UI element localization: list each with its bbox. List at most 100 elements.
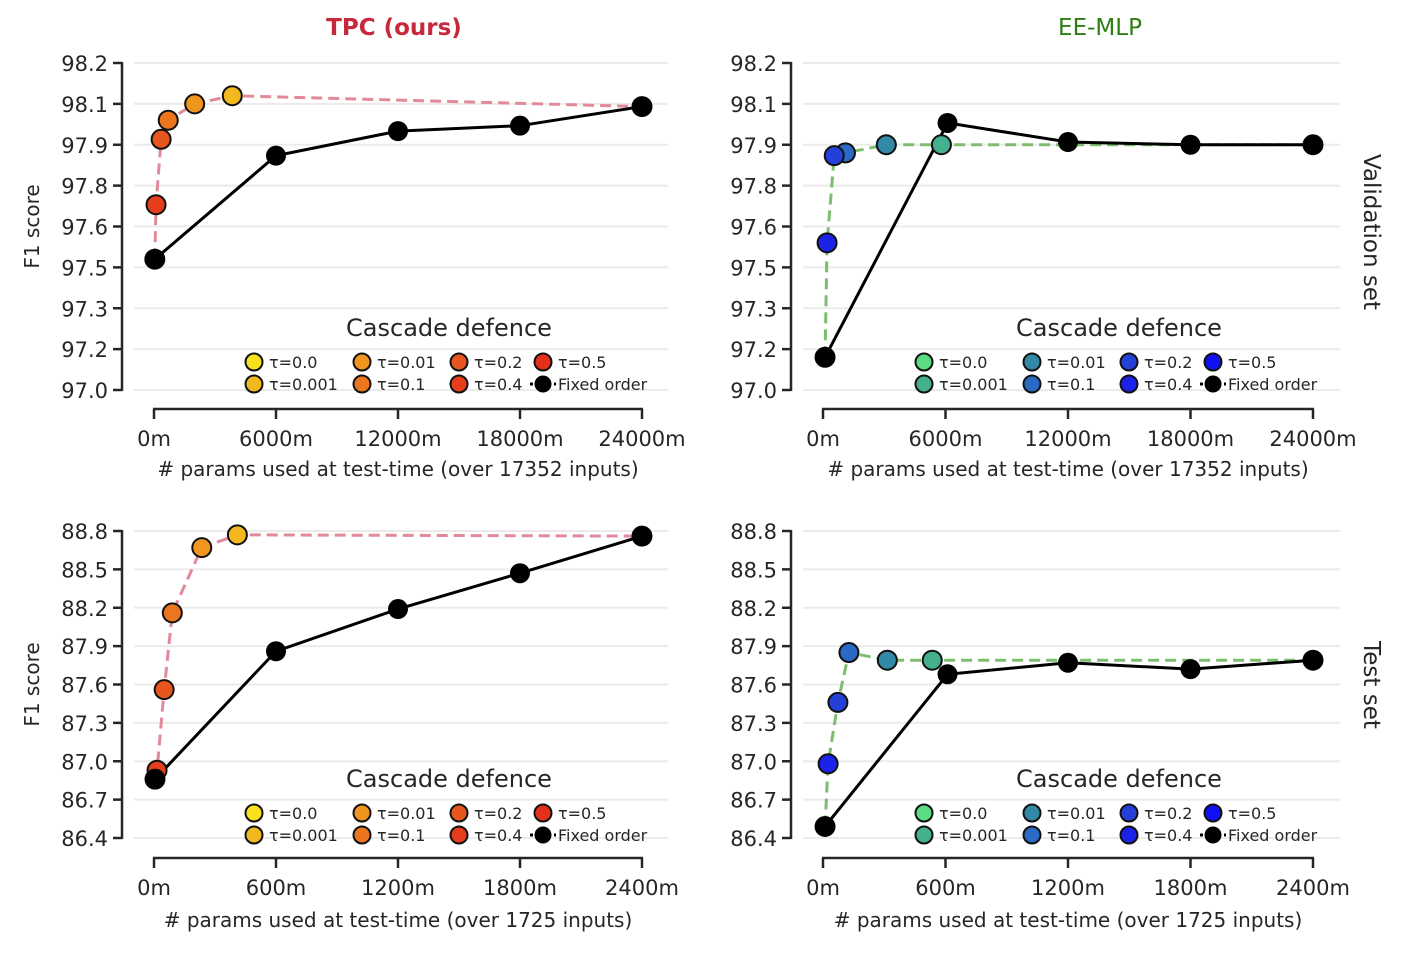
legend-marker-icon (1204, 375, 1222, 393)
legend-title: Cascade defence (1016, 314, 1222, 342)
legend-label: Fixed order (558, 826, 648, 845)
x-tick-label: 0m (806, 876, 840, 900)
cascade-point (875, 134, 897, 156)
legend-label: τ=0.001 (269, 826, 338, 845)
legend-item: Fixed order (1200, 375, 1318, 394)
legend-marker-icon (1119, 352, 1139, 372)
legend-item: τ=0.4 (1119, 374, 1192, 394)
legend-item: τ=0.2 (449, 803, 522, 823)
legend-marker-icon (914, 825, 934, 845)
legend-label: τ=0.2 (474, 353, 522, 372)
legend-label: τ=0.2 (474, 804, 522, 823)
legend-label: τ=0.001 (269, 375, 338, 394)
column-title-eemlp: EE-MLP (1058, 15, 1142, 41)
fixed-order-point (388, 599, 408, 620)
legend-label: τ=0.0 (269, 804, 317, 823)
fixed-order-point (510, 115, 530, 136)
legend-marker-icon (1119, 825, 1139, 845)
legend-label: τ=0.2 (1144, 353, 1192, 372)
y-tick-label: 97.0 (730, 379, 777, 403)
x-tick-label: 12000m (1024, 427, 1111, 451)
legend-label: τ=0.4 (1144, 375, 1192, 394)
legend-marker-icon (1022, 352, 1042, 372)
legend-item: τ=0.01 (1022, 803, 1106, 823)
y-tick-label: 97.3 (730, 297, 777, 321)
legend-label: τ=0.1 (377, 375, 425, 394)
legend-label: τ=0.0 (269, 353, 317, 372)
legend: Cascade defence τ=0.0 τ=0.001 τ=0.01 τ=0.1 τ=… (914, 765, 1318, 845)
y-tick-label: 97.8 (61, 175, 108, 199)
legend-label: τ=0.2 (1144, 804, 1192, 823)
legend-label: Fixed order (558, 375, 648, 394)
y-tick-label: 98.1 (61, 93, 108, 117)
fixed-order-line (153, 534, 643, 781)
legend-label: τ=0.1 (1047, 826, 1095, 845)
legend-marker-icon (244, 803, 264, 823)
y-tick-label: 97.9 (61, 134, 108, 158)
legend-item: τ=0.0 (244, 803, 317, 823)
row-label-validation: Validation set (1358, 154, 1384, 310)
fixed-order-point (632, 526, 652, 547)
legend-item: Fixed order (530, 375, 648, 394)
legend-item: τ=0.1 (352, 825, 425, 845)
legend-item: τ=0.5 (533, 803, 606, 823)
y-tick-label: 87.0 (730, 750, 777, 774)
x-tick-label: 2400m (1276, 876, 1350, 900)
x-tick-label: 18000m (1147, 427, 1234, 451)
x-tick-label: 2400m (605, 876, 679, 900)
legend-title: Cascade defence (346, 765, 552, 793)
legend-marker-icon (534, 375, 552, 393)
legend-item: τ=0.01 (352, 352, 436, 372)
legend-item: τ=0.01 (352, 803, 436, 823)
legend-marker-icon (1119, 803, 1139, 823)
x-axis-label: # params used at test-time (over 17352 i… (157, 457, 638, 481)
legend-label: τ=0.01 (1047, 804, 1106, 823)
legend-item: τ=0.1 (1022, 825, 1095, 845)
legend-label: τ=0.1 (377, 826, 425, 845)
x-tick-label: 6000m (239, 427, 313, 451)
cascade-point (823, 145, 845, 167)
legend-marker-icon (534, 826, 552, 844)
x-tick-label: 1200m (1031, 876, 1105, 900)
legend-label: τ=0.5 (558, 804, 606, 823)
fixed-order-point (1180, 134, 1201, 155)
legend-marker-icon (449, 803, 469, 823)
legend-title: Cascade defence (1016, 765, 1222, 793)
y-tick-label: 97.6 (730, 216, 777, 240)
legend-item: τ=0.1 (1022, 374, 1095, 394)
row-label-test: Test set (1358, 640, 1384, 729)
fixed-order-point (1303, 134, 1323, 155)
y-tick-label: 98.1 (730, 93, 777, 117)
x-tick-label: 24000m (1269, 427, 1356, 451)
legend-marker-icon (1203, 352, 1223, 372)
legend-marker-icon (352, 374, 372, 394)
legend-label: τ=0.1 (1047, 375, 1095, 394)
legend-item: τ=0.001 (244, 374, 338, 394)
legend-label: τ=0.4 (474, 826, 522, 845)
legend-marker-icon (1022, 374, 1042, 394)
y-tick-label: 87.6 (61, 674, 108, 698)
cascade-point (921, 649, 943, 671)
y-tick-label: 88.2 (730, 597, 777, 621)
y-tick-label: 97.3 (61, 297, 108, 321)
legend-item: τ=0.5 (1203, 352, 1276, 372)
y-tick-label: 87.6 (730, 674, 777, 698)
legend-item: τ=0.5 (1203, 803, 1276, 823)
legend-label: τ=0.4 (1144, 826, 1192, 845)
legend-item: τ=0.001 (914, 825, 1008, 845)
y-tick-label: 88.8 (730, 520, 777, 544)
legend-label: τ=0.0 (939, 804, 987, 823)
fixed-order-point (145, 769, 166, 790)
legend-item: τ=0.4 (449, 825, 522, 845)
y-tick-label: 88.8 (61, 520, 108, 544)
fixed-order-point (937, 112, 958, 133)
legend-marker-icon (244, 825, 264, 845)
legend-label: τ=0.001 (939, 826, 1008, 845)
fixed-order-point (937, 664, 958, 685)
legend-marker-icon (533, 352, 553, 372)
x-tick-label: 24000m (598, 427, 685, 451)
cascade-point (876, 649, 898, 671)
fixed-order-point (1303, 650, 1323, 671)
legend-marker-icon (352, 803, 372, 823)
legend-item: τ=0.1 (352, 374, 425, 394)
